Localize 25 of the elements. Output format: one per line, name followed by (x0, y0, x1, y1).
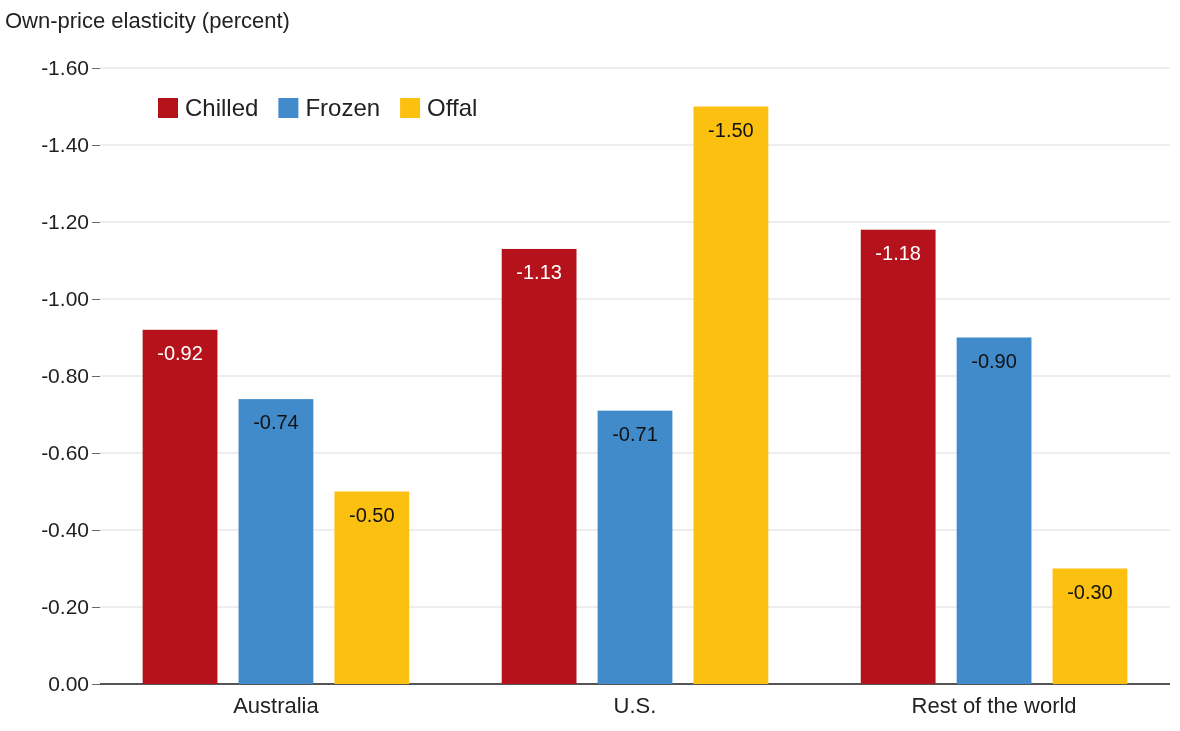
y-tick-label: -0.40 (41, 518, 89, 542)
legend-label: Frozen (305, 94, 381, 121)
y-tick-label: -1.60 (41, 56, 89, 80)
x-tick-label: U.S. (613, 693, 657, 719)
data-label: -0.92 (157, 341, 203, 364)
data-label: -0.90 (971, 349, 1017, 372)
y-tick-label: 0.00 (48, 672, 89, 696)
data-label: -0.71 (612, 422, 658, 445)
y-axis-title: Own-price elasticity (percent) (5, 8, 290, 33)
legend-label: Offal (427, 94, 478, 121)
y-tick-label: -0.60 (41, 441, 89, 465)
data-label: -0.74 (253, 411, 299, 434)
data-label: -1.13 (516, 260, 562, 283)
y-tick-label: -1.00 (41, 287, 89, 311)
y-tick-label: -1.20 (41, 210, 89, 234)
y-tick-label: -0.80 (41, 364, 89, 388)
data-label: -1.18 (875, 241, 921, 264)
data-label: -0.30 (1067, 580, 1113, 603)
legend-label: Chilled (185, 94, 259, 121)
y-tick-label: -1.40 (41, 133, 89, 157)
x-tick-label: Australia (233, 693, 320, 719)
x-tick-label: Rest of the world (911, 693, 1077, 719)
data-label: -1.50 (708, 118, 754, 141)
y-tick-label: -0.20 (41, 595, 89, 619)
data-label: -0.50 (349, 503, 395, 526)
